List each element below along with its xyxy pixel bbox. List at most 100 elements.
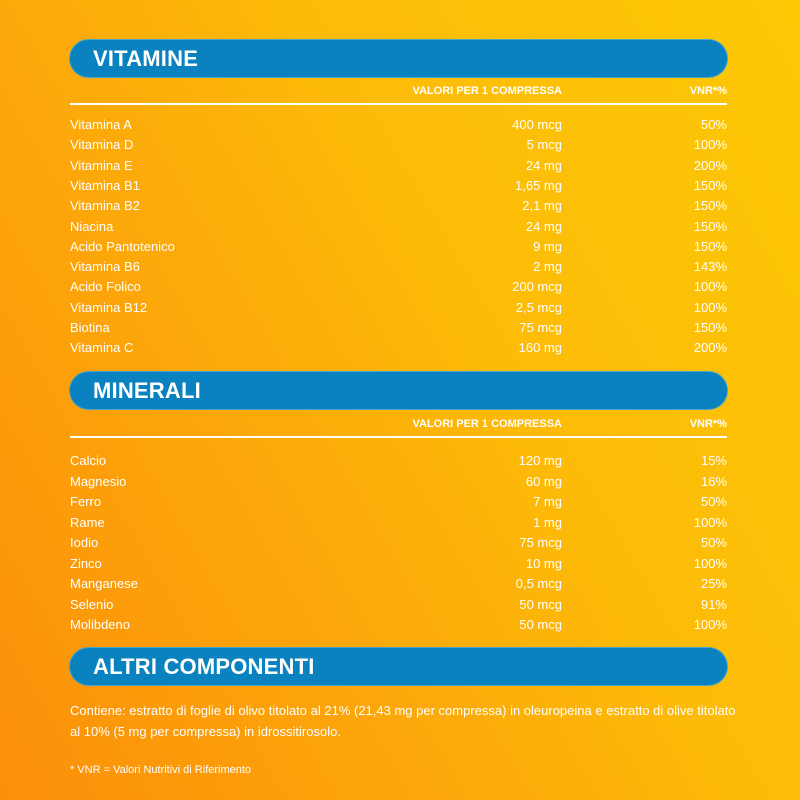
table-row: Vitamina E 24 mg 200% (70, 158, 727, 178)
nutrient-vnr: 150% (693, 320, 727, 335)
nutrient-vnr: 15% (700, 453, 727, 468)
table-row: Ferro 7 mg 50% (70, 494, 727, 514)
minerali-header: VALORI PER 1 COMPRESSA VNR*% (70, 418, 727, 434)
nutrient-value: 50 mcg (519, 617, 562, 632)
nutrient-value: 120 mg (518, 453, 562, 468)
nutrient-vnr: 150% (693, 177, 727, 193)
minerali-banner: MINERALI (70, 372, 727, 409)
vitamine-title: VITAMINE (93, 46, 199, 71)
altri-text: Contiene: estratto di foglie di olivo ti… (70, 703, 736, 739)
nutrient-vnr: 91% (700, 596, 727, 612)
nutrient-value: 75 mcg (519, 535, 562, 550)
table-row: Magnesio 60 mg 16% (70, 474, 727, 494)
nutrient-vnr: 50% (700, 494, 727, 509)
nutrient-name: Biotina (70, 320, 110, 335)
nutrient-vnr: 50% (700, 535, 727, 550)
nutrient-name: Vitamina C (70, 340, 134, 356)
table-row: Vitamina A 400 mcg 50% (70, 117, 727, 137)
table-row: Vitamina B1 1,65 mg 150% (70, 178, 727, 198)
nutrient-vnr: 16% (700, 473, 727, 489)
nutrient-name: Vitamina B12 (70, 299, 148, 315)
table-row: Vitamina B6 2 mg 143% (70, 259, 727, 279)
table-row: Molibdeno 50 mcg 100% (70, 617, 727, 637)
nutrient-name: Iodio (70, 535, 99, 550)
nutrient-vnr: 100% (693, 617, 727, 632)
table-row: Iodio 75 mcg 50% (70, 535, 727, 555)
table-row: Niacina 24 mg 150% (70, 219, 727, 239)
nutrient-value: 5 mcg (526, 137, 562, 153)
table-row: Vitamina B12 2,5 mcg 100% (70, 300, 727, 320)
nutrient-vnr: 150% (693, 198, 727, 214)
nutrient-value: 7 mg (533, 494, 562, 509)
vitamine-banner: VITAMINE (70, 40, 727, 77)
nutrient-name: Manganese (70, 576, 138, 591)
nutrient-name: Vitamina B2 (70, 198, 140, 214)
nutrient-value: 24 mg (525, 218, 562, 234)
altri-banner: ALTRI COMPONENTI (70, 648, 727, 685)
nutrient-name: Molibdeno (70, 617, 130, 632)
col-vnr-header: VNR*% (689, 418, 727, 430)
col-vnr-header: VNR*% (689, 85, 727, 97)
nutrient-vnr: 50% (700, 117, 727, 132)
col-value-header: VALORI PER 1 COMPRESSA (412, 85, 562, 97)
nutrient-name: Rame (70, 514, 105, 530)
table-row: Vitamina C 160 mg 200% (70, 340, 727, 360)
nutrient-vnr: 100% (693, 279, 727, 295)
nutrient-vnr: 100% (693, 137, 727, 153)
nutrient-value: 1 mg (533, 514, 562, 530)
minerali-title: MINERALI (93, 378, 201, 403)
nutrient-vnr: 100% (693, 299, 727, 315)
nutrient-name: Selenio (70, 596, 114, 612)
divider (70, 436, 727, 438)
nutrient-value: 400 mcg (512, 117, 562, 132)
nutrient-name: Niacina (70, 218, 114, 234)
nutrient-name: Zinco (70, 555, 102, 571)
table-row: Vitamina D 5 mcg 100% (70, 137, 727, 157)
nutrient-name: Acido Pantotenico (70, 238, 175, 254)
nutrient-name: Vitamina E (70, 157, 133, 173)
nutrient-name: Magnesio (70, 473, 127, 489)
nutrient-name: Ferro (70, 494, 102, 509)
nutrient-name: Acido Folico (70, 279, 141, 295)
nutrient-value: 9 mg (533, 238, 562, 254)
divider (70, 103, 727, 105)
table-row: Biotina 75 mcg 150% (70, 320, 727, 340)
nutrient-vnr: 100% (693, 555, 727, 571)
nutrient-value: 24 mg (525, 157, 562, 173)
nutrient-name: Vitamina B6 (70, 259, 140, 275)
table-row: Selenio 50 mcg 91% (70, 597, 727, 617)
nutrient-vnr: 200% (693, 157, 727, 173)
nutrient-value: 160 mg (518, 340, 562, 356)
table-row: Acido Pantotenico 9 mg 150% (70, 239, 727, 259)
table-row: Manganese 0,5 mcg 25% (70, 576, 727, 596)
table-row: Calcio 120 mg 15% (70, 453, 727, 473)
nutrient-value: 200 mcg (512, 279, 562, 295)
nutrient-value: 50 mcg (519, 596, 562, 612)
table-row: Vitamina B2 2,1 mg 150% (70, 198, 727, 218)
nutrient-value: 10 mg (525, 555, 562, 571)
nutrient-vnr: 150% (693, 238, 727, 254)
table-row: Rame 1 mg 100% (70, 515, 727, 535)
nutrient-name: Vitamina D (70, 137, 134, 153)
footnote: * VNR = Valori Nutritivi di Riferimento (70, 764, 252, 776)
nutrient-value: 1,65 mg (515, 177, 562, 193)
nutrient-value: 0,5 mcg (515, 576, 562, 591)
nutrient-value: 2,5 mcg (515, 299, 562, 315)
nutrient-value: 75 mcg (519, 320, 562, 335)
table-row: Zinco 10 mg 100% (70, 556, 727, 576)
nutrient-name: Calcio (70, 453, 107, 468)
nutrient-vnr: 100% (693, 514, 727, 530)
nutrient-value: 2,1 mg (522, 198, 562, 214)
vitamine-header: VALORI PER 1 COMPRESSA VNR*% (70, 85, 727, 101)
nutrient-name: Vitamina A (70, 117, 132, 132)
nutrient-vnr: 200% (693, 340, 727, 356)
col-value-header: VALORI PER 1 COMPRESSA (412, 418, 562, 430)
nutrient-vnr: 25% (700, 576, 727, 591)
altri-title: ALTRI COMPONENTI (93, 654, 315, 679)
nutrient-value: 60 mg (525, 473, 562, 489)
nutrient-name: Vitamina B1 (70, 177, 140, 193)
nutrient-vnr: 143% (693, 259, 727, 275)
nutrient-value: 2 mg (533, 259, 562, 275)
nutrient-vnr: 150% (693, 218, 727, 234)
table-row: Acido Folico 200 mcg 100% (70, 279, 727, 299)
